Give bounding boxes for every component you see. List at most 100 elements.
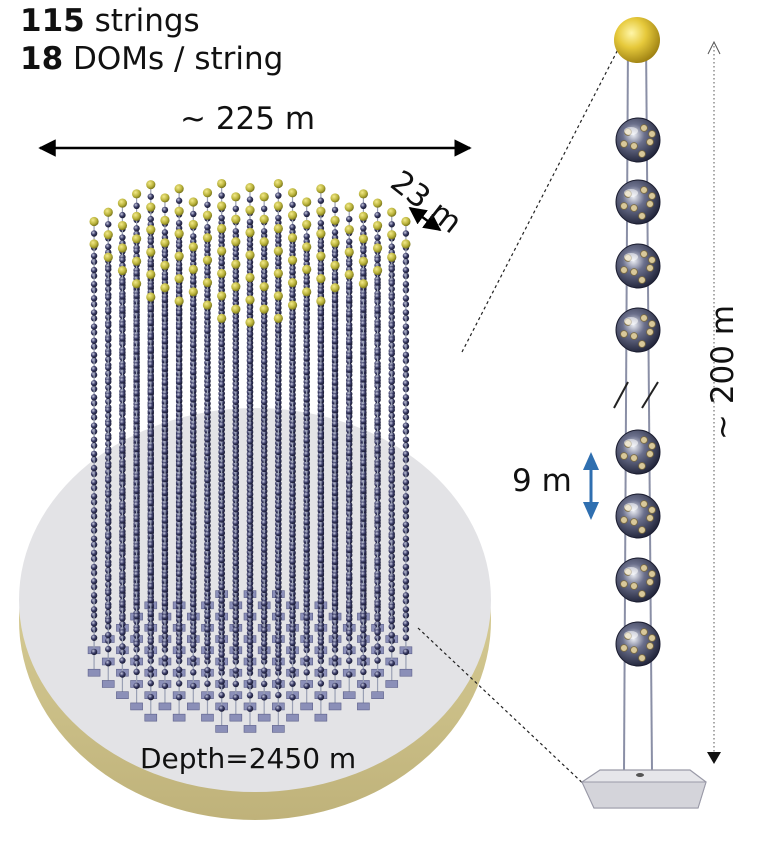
surface-module bbox=[217, 178, 227, 189]
dom-module bbox=[90, 337, 98, 345]
dom-module bbox=[218, 610, 225, 618]
surface-module bbox=[160, 238, 170, 248]
string-anchor bbox=[257, 713, 271, 722]
dom-module bbox=[360, 225, 367, 232]
dom-module bbox=[119, 601, 126, 608]
dom-module bbox=[289, 408, 296, 416]
dom-module bbox=[147, 347, 154, 354]
dom-module bbox=[331, 599, 339, 607]
dom-module bbox=[190, 396, 197, 403]
dom-module bbox=[119, 211, 126, 219]
dom-module bbox=[303, 450, 310, 458]
dom-module bbox=[119, 419, 126, 426]
dom-module bbox=[161, 586, 169, 593]
dom-module bbox=[275, 637, 282, 645]
dom-module bbox=[105, 547, 112, 554]
surface-module bbox=[259, 214, 269, 224]
dom-module bbox=[175, 309, 183, 317]
dom-module bbox=[232, 532, 240, 540]
dom-module bbox=[204, 517, 211, 524]
dom-module bbox=[260, 667, 268, 674]
string-anchor bbox=[116, 691, 129, 699]
dom-module bbox=[260, 694, 268, 701]
dom-module bbox=[190, 614, 197, 621]
surface-module bbox=[287, 255, 298, 265]
dom-module bbox=[246, 464, 254, 472]
depth-label: Depth=2450 m bbox=[140, 742, 357, 775]
dom-module bbox=[119, 433, 126, 440]
dom-module bbox=[317, 323, 325, 330]
dom-module bbox=[147, 260, 154, 268]
dom-module bbox=[175, 639, 183, 646]
string bbox=[243, 317, 257, 733]
dom-module bbox=[218, 705, 225, 712]
dom-module bbox=[218, 282, 225, 289]
dom-module bbox=[105, 336, 112, 343]
dom-module bbox=[303, 396, 310, 403]
dom-module bbox=[161, 434, 169, 441]
surface-module bbox=[202, 210, 213, 220]
dom-module bbox=[161, 682, 169, 690]
dom-module bbox=[275, 489, 282, 496]
surface-module bbox=[302, 287, 312, 297]
dom-module bbox=[331, 682, 339, 690]
dom-module bbox=[218, 502, 225, 510]
surface-module bbox=[174, 184, 184, 194]
dom-module bbox=[331, 517, 339, 524]
dom-module bbox=[360, 668, 367, 676]
dom-module bbox=[246, 585, 254, 592]
dom-module bbox=[388, 392, 395, 400]
dom-module bbox=[317, 570, 325, 577]
dom-module bbox=[204, 408, 211, 416]
dom-module bbox=[374, 256, 381, 264]
dom-module bbox=[346, 297, 353, 304]
dom-module bbox=[346, 380, 353, 387]
dom-module bbox=[105, 322, 112, 329]
surface-module bbox=[132, 234, 142, 244]
string bbox=[116, 265, 129, 699]
dom-module bbox=[232, 694, 240, 701]
dom-module bbox=[175, 570, 183, 577]
dom-module bbox=[402, 479, 410, 486]
dom-module bbox=[204, 436, 211, 443]
string-anchor bbox=[300, 702, 314, 711]
surface-module bbox=[132, 211, 142, 221]
dom-module bbox=[374, 335, 381, 342]
dom-module bbox=[147, 430, 154, 437]
dom-module bbox=[275, 475, 282, 483]
dom-module bbox=[90, 521, 98, 528]
dom-module bbox=[289, 680, 296, 687]
dom-module bbox=[331, 420, 339, 428]
dom-sphere bbox=[615, 429, 661, 475]
dom-module bbox=[218, 421, 225, 429]
dom-module bbox=[374, 349, 381, 356]
surface-module bbox=[259, 282, 269, 292]
dom-module bbox=[105, 406, 112, 414]
dom-module bbox=[303, 314, 310, 321]
dom-module bbox=[232, 506, 240, 513]
dom-module bbox=[289, 585, 296, 592]
dom-module bbox=[388, 589, 395, 597]
dom-module bbox=[232, 586, 240, 594]
dom-module bbox=[260, 385, 268, 392]
dom-module bbox=[105, 350, 112, 357]
dom-module bbox=[388, 406, 395, 414]
dom-module bbox=[275, 304, 282, 312]
dom-module bbox=[133, 682, 140, 689]
surface-module bbox=[259, 192, 269, 202]
dom-module bbox=[175, 323, 183, 330]
dom-module bbox=[303, 341, 310, 348]
dom-module bbox=[190, 559, 197, 567]
dom-module bbox=[388, 294, 395, 301]
dom-module bbox=[232, 613, 240, 620]
dom-module bbox=[402, 422, 410, 429]
dom-module bbox=[119, 307, 126, 314]
string-anchor bbox=[101, 680, 115, 688]
dom-module bbox=[204, 354, 211, 362]
dom-module bbox=[218, 678, 225, 685]
dom-module bbox=[388, 463, 395, 470]
dom-module bbox=[303, 505, 310, 512]
dom-module bbox=[204, 612, 211, 620]
dom-module bbox=[260, 317, 268, 325]
dom-sphere bbox=[615, 117, 661, 163]
